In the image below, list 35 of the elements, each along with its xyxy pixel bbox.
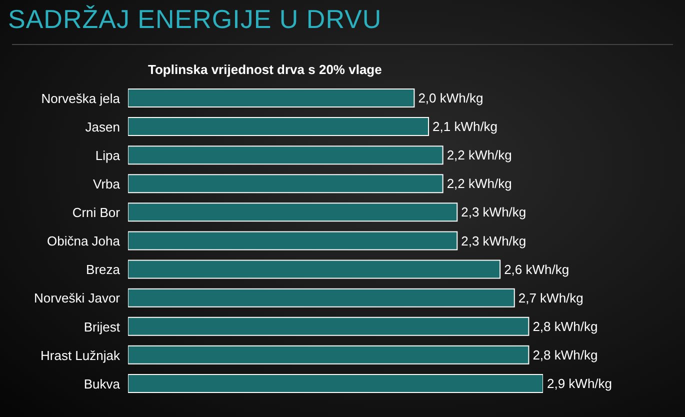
bar [128, 345, 530, 364]
bar [128, 231, 458, 250]
chart-subtitle: Toplinska vrijednost drva s 20% vlage [148, 62, 382, 77]
data-label: 2,0 kWh/kg [418, 90, 484, 106]
chart-title: SADRŽAJ ENERGIJE U DRVU [8, 4, 382, 35]
y-tick-label: Jasen [85, 119, 120, 134]
data-label: 2,7 kWh/kg [518, 290, 584, 306]
data-label: 2,8 kWh/kg [532, 318, 598, 334]
bar [128, 316, 530, 336]
bar [128, 288, 515, 308]
data-label: 2,3 kWh/kg [461, 204, 526, 220]
y-tick-label: Norveška jela [41, 90, 121, 106]
data-label: 2,9 kWh/kg [547, 376, 612, 392]
y-tick-label: Breza [86, 262, 121, 278]
y-tick-label: Hrast Lužnjak [40, 348, 120, 363]
y-tick-label: Norveški Javor [34, 290, 121, 306]
bar [128, 117, 430, 136]
y-tick-label: Lipa [95, 148, 121, 163]
data-label: 2,8 kWh/kg [532, 347, 598, 362]
y-tick-label: Brijest [84, 319, 120, 334]
data-label: 2,2 kWh/kg [446, 148, 512, 163]
data-label: 2,2 kWh/kg [446, 176, 512, 192]
data-label: 2,6 kWh/kg [504, 262, 570, 277]
bar [128, 88, 415, 108]
bar [128, 260, 501, 279]
bar [128, 202, 458, 222]
y-tick-label: Obična Joha [47, 234, 121, 249]
bar [128, 146, 444, 165]
bar [128, 374, 543, 393]
data-label: 2,1 kWh/kg [432, 119, 498, 134]
data-label: 2,3 kWh/kg [461, 233, 526, 248]
bar [128, 174, 444, 194]
y-tick-label: Crni Bor [72, 205, 121, 220]
y-tick-label: Vrba [93, 176, 121, 192]
y-tick-label: Bukva [84, 376, 121, 392]
